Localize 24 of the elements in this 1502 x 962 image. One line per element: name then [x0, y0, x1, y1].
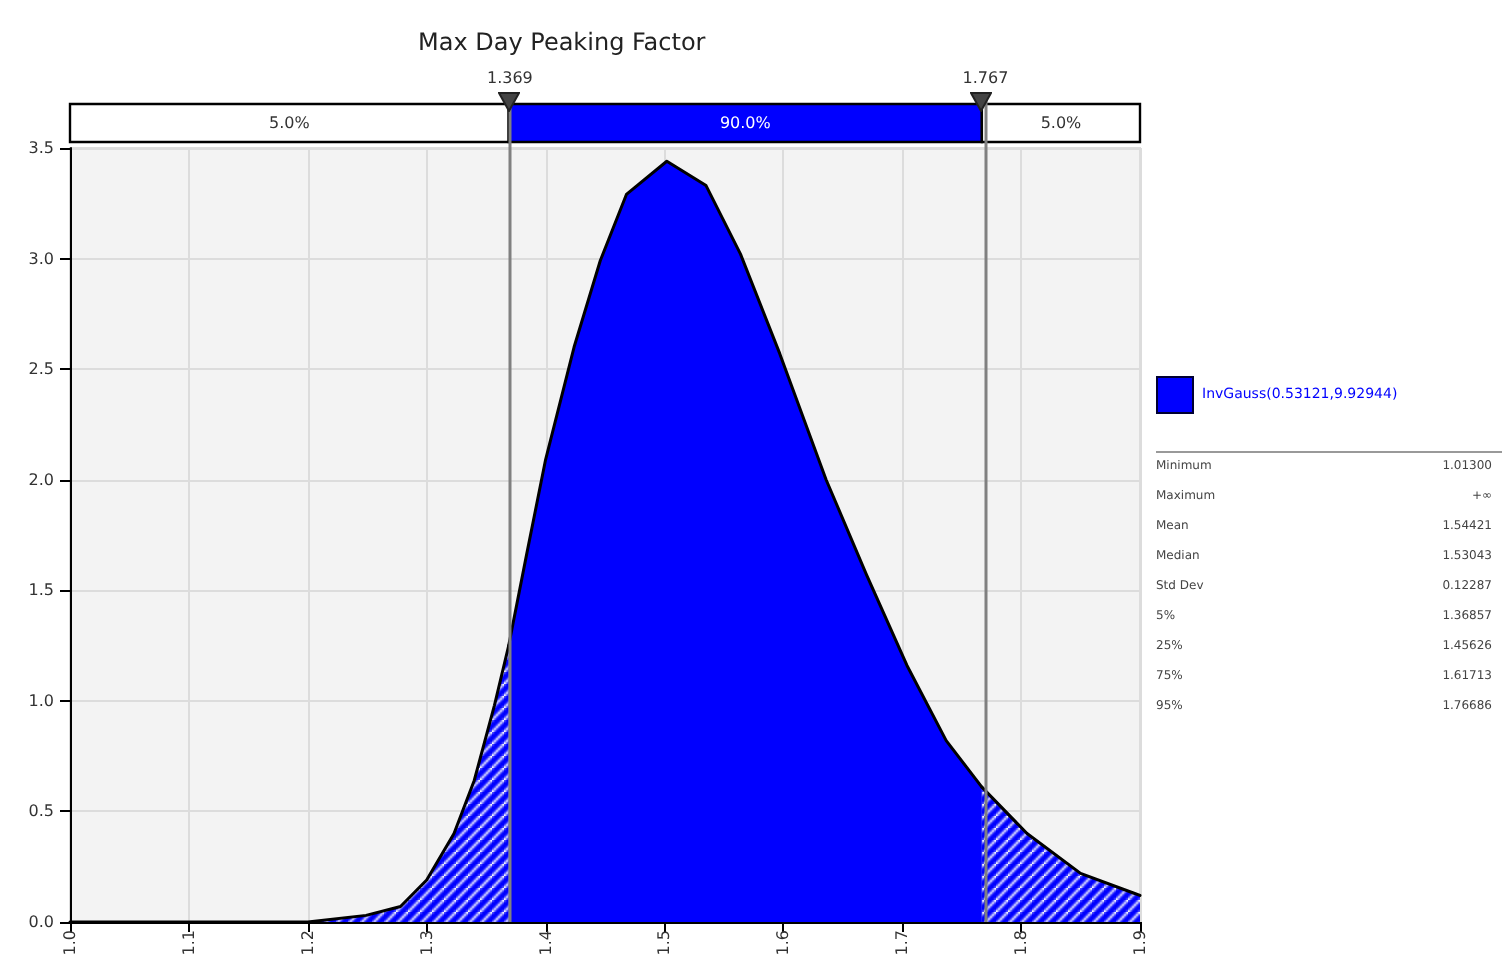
x-tick-label: 1.8	[1012, 930, 1031, 956]
y-tick-label: 1.5	[28, 581, 54, 600]
ref-line-label: 1.369	[486, 69, 533, 87]
text: 5.0%	[269, 114, 311, 132]
y-tick-label: 0.0	[28, 913, 54, 931]
y-tick-label: 2.5	[28, 360, 54, 379]
y-tick-label: 2.0	[28, 470, 54, 489]
x-tick-label: 1.2	[298, 930, 317, 956]
y-tick-label: 3.5	[28, 139, 54, 157]
chart-title: Max Day Peaking Factor	[418, 28, 706, 56]
x-tick-label: 1.9	[1131, 930, 1149, 956]
x-tick-label: 1.7	[893, 930, 912, 956]
y-tick-label: 1.0	[28, 691, 54, 710]
x-tick-label: 1.6	[774, 930, 793, 956]
y-tick-label: 0.5	[28, 802, 54, 821]
x-tick-label: 1.4	[536, 930, 555, 956]
x-tick-label: 1.0	[61, 930, 79, 956]
x-tick-label: 1.1	[179, 930, 198, 956]
text: 5.0%	[1040, 114, 1083, 132]
ref-line-label: 1.767	[962, 69, 1009, 87]
text: 90.0%	[719, 114, 772, 132]
y-tick-label: 3.0	[28, 249, 54, 268]
x-tick-label: 1.3	[417, 930, 436, 956]
x-tick-label: 1.5	[655, 930, 674, 956]
